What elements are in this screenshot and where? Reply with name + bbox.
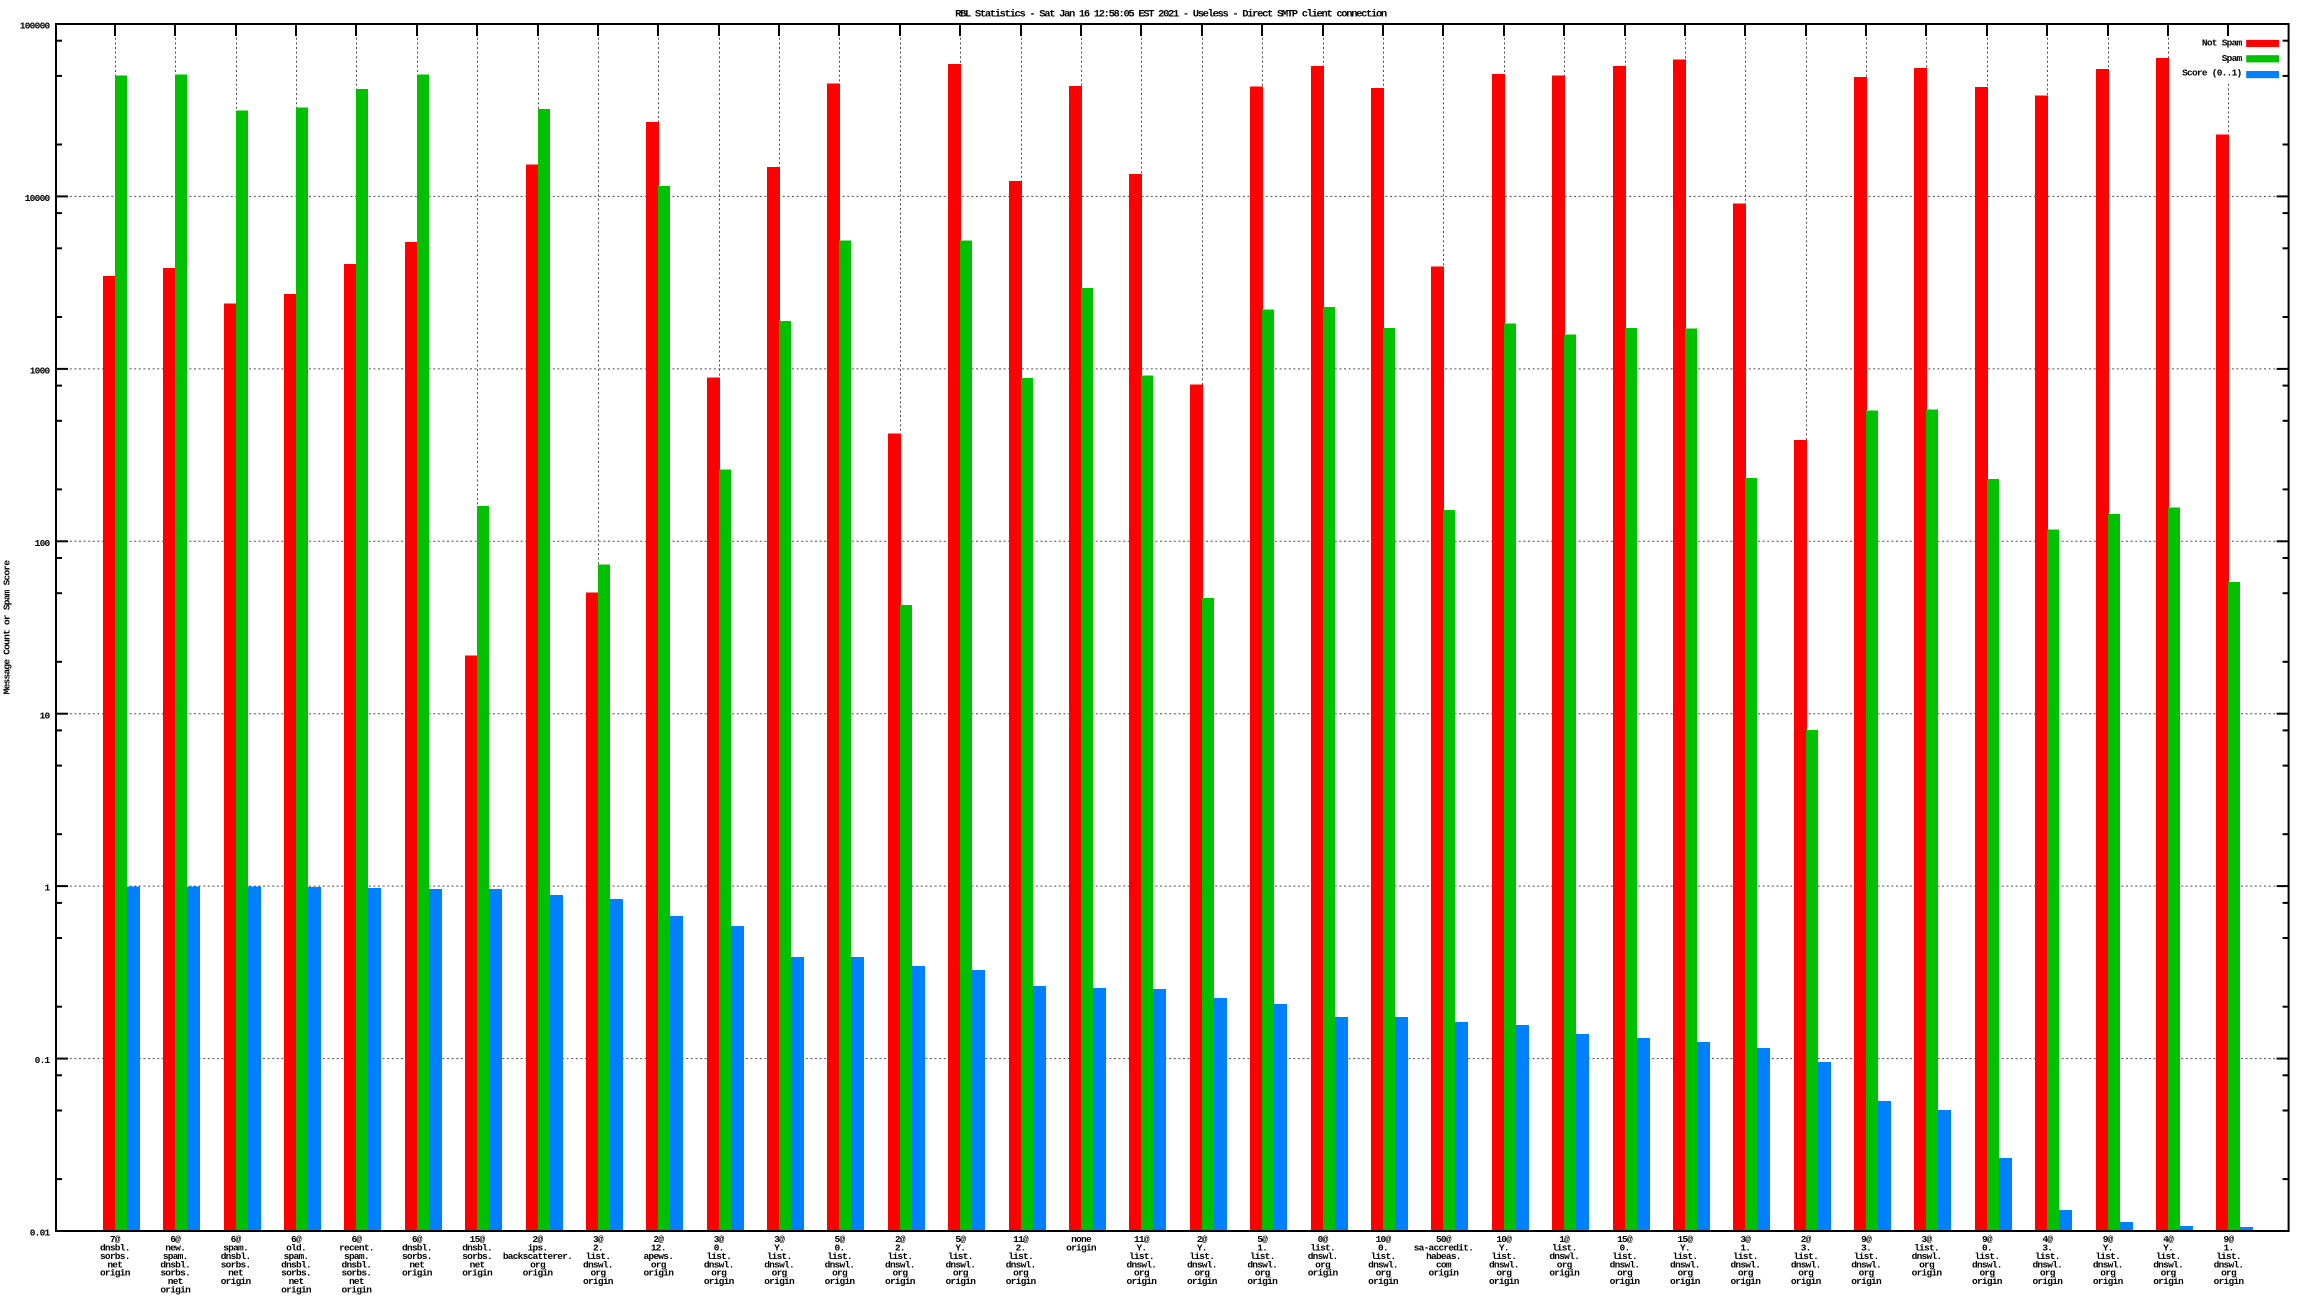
svg-text:0.1: 0.1 [35, 1055, 51, 1066]
svg-text:1: 1 [45, 883, 51, 894]
svg-text:Score (0..1): Score (0..1) [2182, 68, 2241, 79]
svg-text:Message Count or Spam Score: Message Count or Spam Score [2, 560, 13, 695]
svg-text:100000: 100000 [20, 21, 51, 32]
svg-text:Spam: Spam [2222, 53, 2243, 64]
svg-text:Not Spam: Not Spam [2202, 38, 2243, 49]
svg-text:1000: 1000 [30, 366, 51, 377]
svg-text:100: 100 [35, 538, 51, 549]
svg-text:0.01: 0.01 [30, 1228, 51, 1239]
svg-text:RBL Statistics - Sat Jan 16 12: RBL Statistics - Sat Jan 16 12:58:05 EST… [955, 8, 1387, 20]
svg-text:10000: 10000 [25, 193, 51, 204]
svg-text:10: 10 [40, 710, 51, 721]
